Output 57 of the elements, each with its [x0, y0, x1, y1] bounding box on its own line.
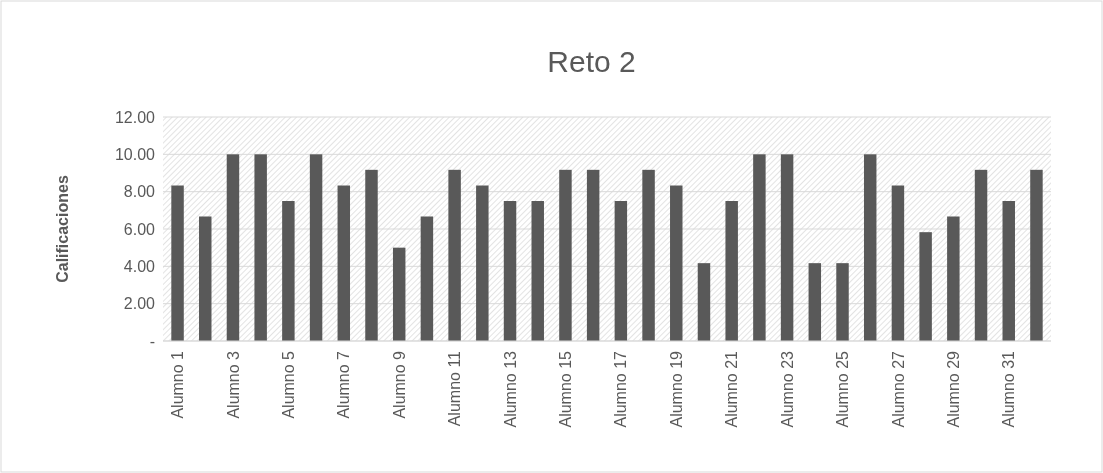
x-tick-label: Alumno 1 [169, 350, 187, 419]
bar [226, 154, 240, 341]
bar [697, 263, 711, 341]
bar [947, 216, 960, 341]
bar [476, 185, 489, 341]
x-tick-label: Alumno 17 [612, 350, 630, 428]
x-tick-label: Alumno 31 [1000, 350, 1018, 428]
bar [365, 169, 378, 341]
x-tick-label: Alumno 13 [501, 350, 519, 428]
x-tick-label: Alumno 27 [889, 350, 907, 428]
bar [448, 169, 461, 341]
x-tick-label: Alumno 9 [390, 350, 408, 419]
bar [586, 169, 600, 341]
x-tick-label: Alumno 15 [557, 350, 575, 428]
bar [309, 154, 323, 341]
bar [919, 232, 932, 341]
bar [891, 185, 905, 341]
bar [1030, 169, 1043, 341]
bar [974, 169, 988, 341]
x-tick-label: Alumno 25 [834, 350, 852, 428]
x-tick-label: Alumno 5 [279, 350, 297, 419]
y-tick-label: - [149, 332, 155, 350]
x-tick-label: Alumno 11 [446, 350, 464, 427]
bar [780, 154, 794, 341]
bar [171, 185, 184, 341]
y-tick-label: 10.00 [114, 145, 156, 163]
bar [725, 201, 738, 341]
bar [670, 185, 683, 341]
bar [642, 169, 655, 341]
bar [503, 201, 517, 341]
x-tick-label: Alumno 23 [778, 350, 796, 428]
bar [808, 263, 822, 341]
bar [282, 201, 295, 341]
bar [420, 216, 434, 341]
bar [392, 247, 406, 341]
bar [559, 169, 572, 341]
x-tick-label: Alumno 29 [944, 350, 962, 428]
bar [531, 201, 544, 341]
y-tick-label: 12.00 [114, 108, 156, 126]
x-tick-label: Alumno 19 [667, 350, 685, 428]
y-tick-label: 4.00 [123, 257, 156, 275]
bar [337, 185, 351, 341]
y-tick-label: 8.00 [123, 183, 156, 201]
x-tick-label: Alumno 3 [224, 350, 242, 419]
chart-title: Reto 2 [547, 45, 636, 78]
x-tick-label: Alumno 21 [723, 350, 741, 428]
bar [836, 263, 849, 341]
bar [614, 201, 628, 341]
y-axis-title: Calificaciones [54, 175, 71, 283]
y-tick-label: 6.00 [123, 220, 156, 238]
x-tick-label: Alumno 7 [335, 350, 353, 419]
bar [863, 154, 877, 341]
bar [1002, 201, 1015, 341]
bar [753, 154, 766, 341]
bar [254, 154, 267, 341]
y-tick-label: 2.00 [123, 295, 156, 313]
bar [199, 216, 212, 341]
